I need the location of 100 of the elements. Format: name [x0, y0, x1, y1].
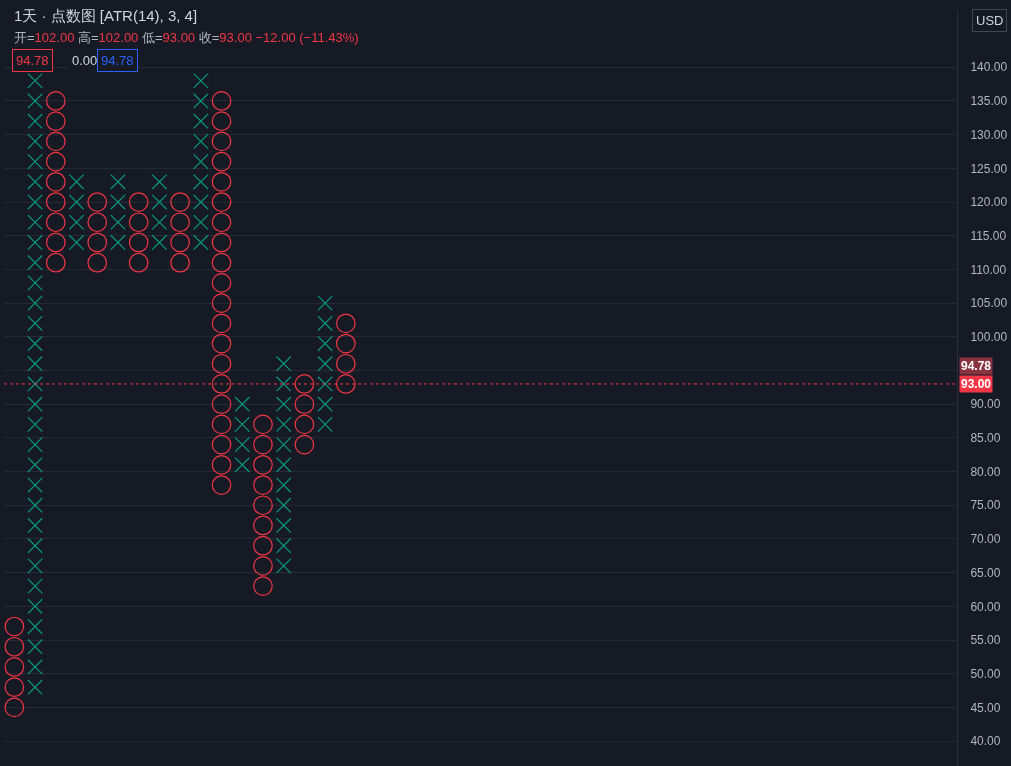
point	[275, 396, 292, 412]
point	[211, 374, 232, 394]
point	[170, 252, 190, 273]
point	[87, 212, 108, 233]
point	[234, 436, 251, 453]
point	[27, 254, 43, 271]
point	[211, 232, 232, 253]
point	[193, 174, 209, 190]
point	[211, 171, 232, 192]
point	[234, 416, 251, 433]
point	[27, 436, 43, 453]
point	[45, 111, 66, 132]
point	[128, 252, 149, 273]
point	[317, 295, 333, 311]
point	[294, 394, 315, 415]
chart-title: 1天 · 点数图 [ATR(14), 3, 4]	[14, 7, 198, 25]
point	[234, 457, 251, 473]
point	[27, 416, 43, 433]
point	[211, 414, 232, 435]
point	[253, 515, 273, 536]
point	[193, 72, 209, 89]
point	[253, 576, 273, 596]
point	[317, 355, 333, 372]
point	[294, 434, 315, 455]
point	[275, 517, 292, 534]
point	[27, 638, 43, 655]
point	[45, 212, 66, 233]
text: 94.78	[961, 359, 992, 373]
point	[45, 252, 66, 273]
point	[193, 153, 209, 170]
point	[27, 537, 43, 554]
point	[211, 353, 232, 374]
point	[275, 376, 292, 392]
point	[27, 72, 43, 89]
point	[87, 232, 108, 253]
y-tick-label: 60.00	[970, 599, 1001, 614]
point	[170, 192, 190, 212]
point	[4, 616, 25, 637]
point	[68, 194, 85, 210]
point	[234, 396, 251, 412]
y-tick-label: 125.00	[970, 161, 1008, 176]
y-tick-label: 100.00	[970, 329, 1008, 344]
point	[27, 578, 43, 594]
ref-line-label: 93.00	[961, 377, 992, 391]
point	[128, 212, 149, 233]
point	[275, 537, 292, 554]
point	[193, 234, 209, 251]
point	[151, 174, 168, 190]
annotation: 94.78	[101, 53, 134, 68]
point	[45, 131, 66, 152]
point	[27, 355, 43, 372]
point	[27, 396, 43, 412]
point	[193, 194, 209, 210]
point	[27, 477, 43, 493]
point	[27, 295, 43, 311]
point	[110, 194, 126, 210]
point	[317, 335, 333, 352]
point	[27, 214, 43, 231]
point	[253, 495, 273, 516]
point	[27, 194, 43, 210]
point	[170, 212, 190, 233]
y-tick-label: 55.00	[970, 633, 1001, 648]
point	[27, 335, 43, 352]
point	[211, 454, 232, 475]
point	[45, 91, 66, 111]
point	[275, 558, 292, 574]
point	[317, 315, 333, 332]
point	[253, 556, 273, 576]
point	[151, 234, 168, 251]
point	[211, 273, 232, 293]
point	[27, 93, 43, 109]
point	[87, 192, 108, 212]
point	[170, 232, 190, 253]
point	[27, 497, 43, 514]
point	[253, 535, 273, 556]
y-tick-label: 70.00	[970, 532, 1001, 547]
point	[317, 376, 333, 392]
annotation: 94.78	[16, 53, 49, 68]
point	[68, 214, 85, 231]
text: 开=102.00 高=102.00 低=93.00 收=93.00 −12.00 (−11.43%)	[14, 30, 359, 45]
point	[68, 174, 85, 190]
point	[211, 192, 232, 212]
y-tick-label: 45.00	[970, 700, 1001, 715]
point	[275, 497, 292, 514]
point	[336, 313, 356, 334]
point	[253, 475, 273, 495]
point	[45, 171, 66, 192]
point	[4, 677, 25, 698]
y-tick-label: 80.00	[970, 464, 1001, 479]
point	[211, 91, 232, 111]
y-tick-label: 75.00	[970, 498, 1001, 513]
point	[110, 234, 126, 251]
point	[275, 457, 292, 473]
point	[128, 232, 149, 253]
point	[275, 355, 292, 372]
y-tick-label: 130.00	[970, 127, 1008, 142]
point	[27, 457, 43, 473]
point	[211, 151, 232, 172]
point	[294, 414, 315, 435]
point	[193, 113, 209, 129]
